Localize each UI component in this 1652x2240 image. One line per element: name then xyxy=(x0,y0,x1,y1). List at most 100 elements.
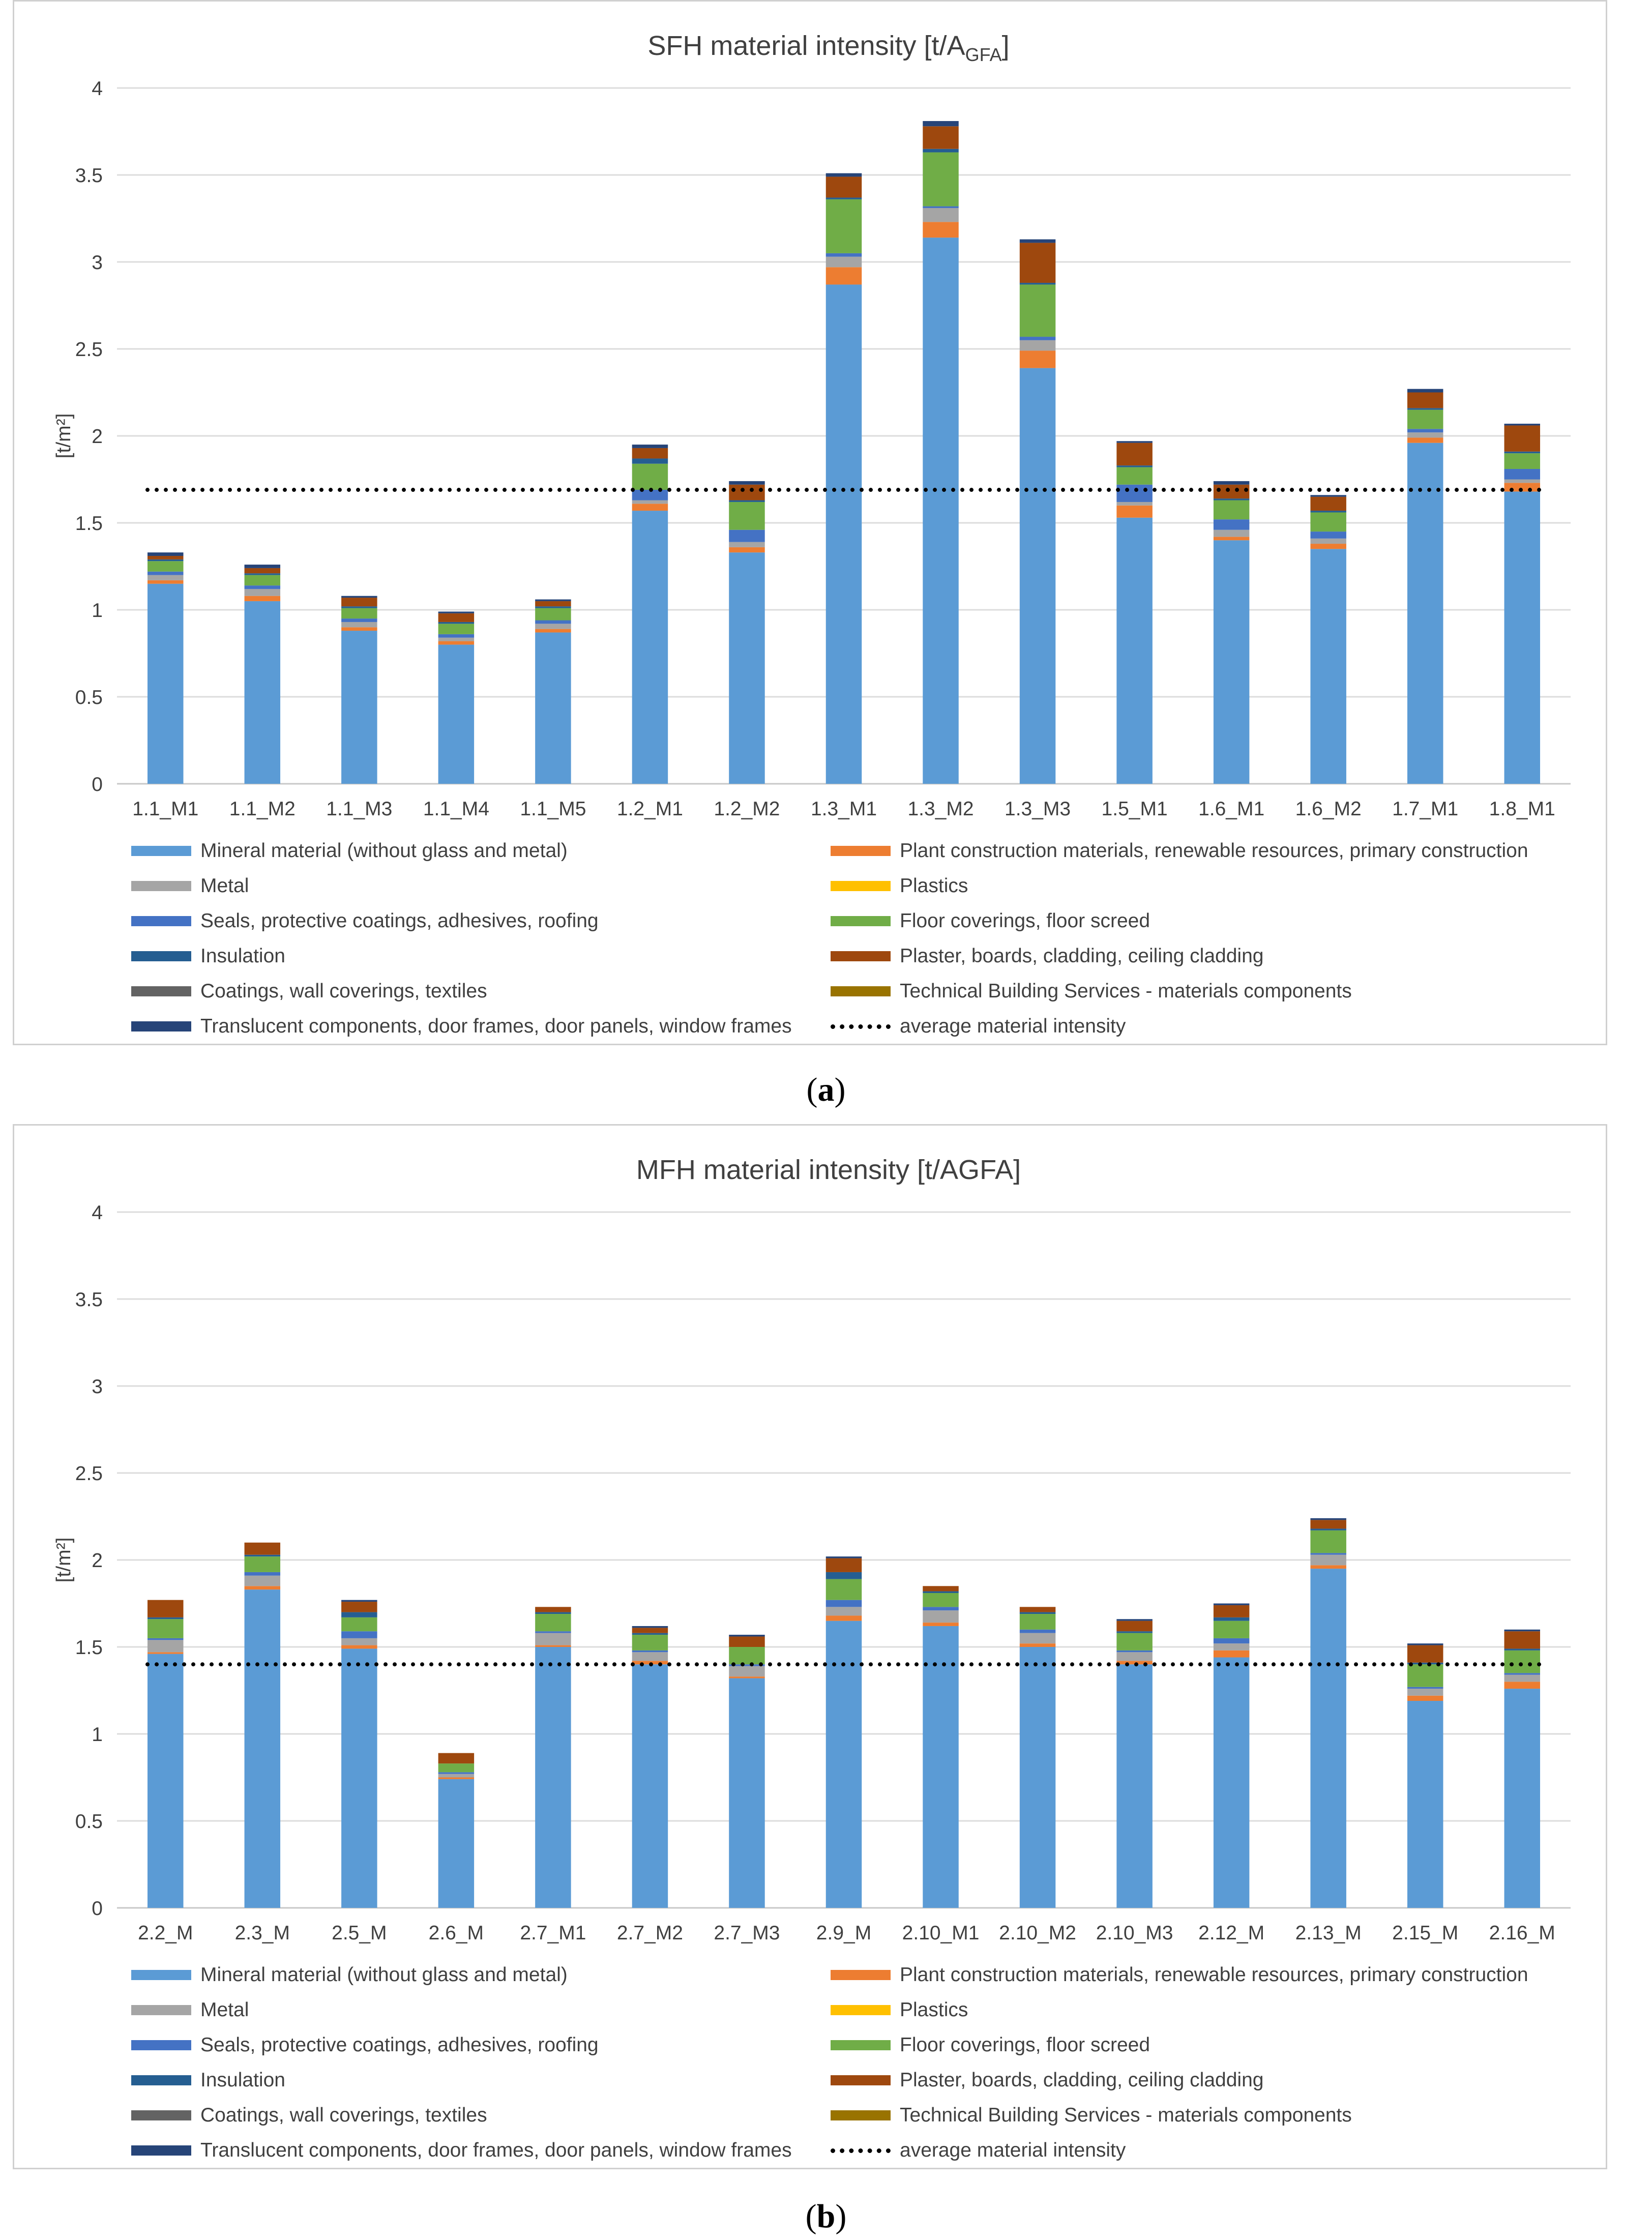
mfh-bar-segment xyxy=(632,1626,668,1628)
sfh-bar-segment xyxy=(825,284,862,784)
sfh-bar-segment xyxy=(244,575,281,586)
mfh-legend-item-metal: Metal xyxy=(131,1995,249,2025)
sfh-bar-segment xyxy=(1019,284,1056,337)
mfh-bar-segment xyxy=(1407,1687,1443,1689)
mfh-bar-segment xyxy=(438,1779,475,1908)
sfh-legend-label-metal: Metal xyxy=(200,875,249,897)
sfh-bar-segment xyxy=(825,253,862,257)
sfh-bar-segment xyxy=(1019,239,1056,243)
sfh-bar-segment xyxy=(341,606,377,608)
mfh-y-tick-label: 1.5 xyxy=(75,1637,103,1659)
sfh-legend-label-plaster: Plaster, boards, cladding, ceiling cladd… xyxy=(900,945,1264,967)
sfh-bar-segment xyxy=(729,529,765,542)
sfh-bar-segment xyxy=(535,601,571,607)
sfh-bar-segment xyxy=(148,571,184,575)
sfh-bar-segment xyxy=(1213,498,1250,500)
sfh-bar-segment xyxy=(148,561,184,572)
sfh-bar-segment xyxy=(341,596,377,598)
sfh-legend-label-plant: Plant construction materials, renewable … xyxy=(900,840,1528,862)
sfh-bar-segment xyxy=(535,608,571,621)
sfh-legend-item-plant: Plant construction materials, renewable … xyxy=(831,836,1528,866)
mfh-bar-segment xyxy=(632,1661,668,1665)
sfh-bar-segment xyxy=(1019,340,1056,351)
mfh-legend-label-plastics: Plastics xyxy=(900,1999,968,2021)
mfh-bar-segment xyxy=(341,1600,377,1602)
mfh-bar-segment xyxy=(244,1589,281,1908)
mfh-bar-segment xyxy=(1019,1633,1056,1644)
sfh-legend-swatch-coatings xyxy=(131,986,191,996)
mfh-bar-segment xyxy=(148,1617,184,1619)
mfh-legend-label-coatings: Coatings, wall coverings, textiles xyxy=(200,2104,487,2126)
mfh-legend-item-floor: Floor coverings, floor screed xyxy=(831,2030,1150,2060)
mfh-y-tick-label: 3.5 xyxy=(75,1289,103,1311)
mfh-bar-segment xyxy=(729,1635,765,1637)
mfh-bar-segment xyxy=(438,1774,475,1778)
sfh-bar-segment xyxy=(1310,496,1346,511)
sfh-bar-segment xyxy=(1504,424,1540,426)
mfh-bar-segment xyxy=(825,1572,862,1579)
sfh-bar-segment xyxy=(729,484,765,500)
sfh-bar-segment xyxy=(535,629,571,633)
mfh-x-tick-label: 2.6_M xyxy=(429,1922,484,1944)
mfh-bar-segment xyxy=(244,1556,281,1572)
sfh-bar-segment xyxy=(1310,538,1346,544)
mfh-bar-segment xyxy=(148,1638,184,1640)
mfh-bar-segment xyxy=(1019,1647,1056,1908)
mfh-bar-segment xyxy=(1504,1629,1540,1632)
sfh-bar-segment xyxy=(1116,441,1153,443)
mfh-legend-item-seals: Seals, protective coatings, adhesives, r… xyxy=(131,2030,599,2060)
sfh-y-tick-label: 3 xyxy=(92,252,103,274)
mfh-bar-segment xyxy=(341,1617,377,1632)
mfh-y-tick-label: 2 xyxy=(92,1550,103,1572)
mfh-x-tick-label: 2.9_M xyxy=(816,1922,871,1944)
sfh-legend-swatch-tbs xyxy=(831,986,891,996)
sfh-bar-segment xyxy=(923,152,959,207)
mfh-bar-segment xyxy=(1213,1620,1250,1638)
mfh-legend-label-translucent: Translucent components, door frames, doo… xyxy=(200,2139,792,2161)
mfh-bar-segment xyxy=(438,1763,475,1773)
mfh-bar-segment xyxy=(1116,1652,1153,1661)
sfh-bar-segment xyxy=(438,634,475,638)
mfh-bar-segment xyxy=(535,1633,571,1645)
sfh-bar-segment xyxy=(148,552,184,556)
sfh-bar-segment xyxy=(1310,549,1346,784)
sfh-x-tick-label: 1.1_M1 xyxy=(132,798,198,820)
mfh-x-tick-label: 2.12_M xyxy=(1198,1922,1264,1944)
sfh-legend-swatch-insulation xyxy=(131,951,191,961)
sfh-bar-segment xyxy=(535,606,571,608)
sfh-bar-segment xyxy=(1019,243,1056,283)
mfh-bar-segment xyxy=(923,1610,959,1623)
mfh-bar-segment xyxy=(535,1607,571,1612)
sfh-bar-segment xyxy=(341,631,377,784)
mfh-bar-segment xyxy=(632,1652,668,1661)
mfh-x-tick-label: 2.16_M xyxy=(1489,1922,1555,1944)
mfh-bar-segment xyxy=(632,1650,668,1653)
mfh-bar-segment xyxy=(825,1556,862,1558)
mfh-bar-segment xyxy=(341,1638,377,1645)
sfh-legend-item-average: average material intensity xyxy=(831,1011,1126,1042)
sfh-y-tick-label: 2.5 xyxy=(75,339,103,361)
sfh-x-tick-label: 1.3_M3 xyxy=(1005,798,1071,820)
mfh-bar-segment xyxy=(535,1614,571,1632)
sfh-x-tick-label: 1.1_M4 xyxy=(423,798,489,820)
mfh-bar-segment xyxy=(1310,1518,1346,1520)
mfh-y-axis-label: [t/m²] xyxy=(53,1538,75,1583)
sfh-bar-segment xyxy=(1213,519,1250,530)
sfh-bar-segment xyxy=(1116,502,1153,506)
sfh-y-tick-label: 1 xyxy=(92,600,103,622)
mfh-x-tick-label: 2.10_M1 xyxy=(902,1922,980,1944)
sfh-x-tick-label: 1.3_M1 xyxy=(811,798,877,820)
mfh-bar-segment xyxy=(1310,1553,1346,1555)
mfh-bar-segment xyxy=(923,1626,959,1908)
mfh-bar-segment xyxy=(1407,1689,1443,1696)
mfh-legend-label-plaster: Plaster, boards, cladding, ceiling cladd… xyxy=(900,2069,1264,2091)
sfh-bar-segment xyxy=(632,500,668,504)
sfh-y-tick-label: 0.5 xyxy=(75,687,103,709)
sfh-legend-swatch-metal xyxy=(131,881,191,891)
mfh-bar-segment xyxy=(244,1586,281,1590)
mfh-bar-segment xyxy=(923,1591,959,1593)
sfh-bar-segment xyxy=(825,176,862,198)
sfh-legend-swatch-plant xyxy=(831,846,891,856)
sfh-bar-segment xyxy=(438,611,475,613)
sfh-legend-item-seals: Seals, protective coatings, adhesives, r… xyxy=(131,906,599,936)
